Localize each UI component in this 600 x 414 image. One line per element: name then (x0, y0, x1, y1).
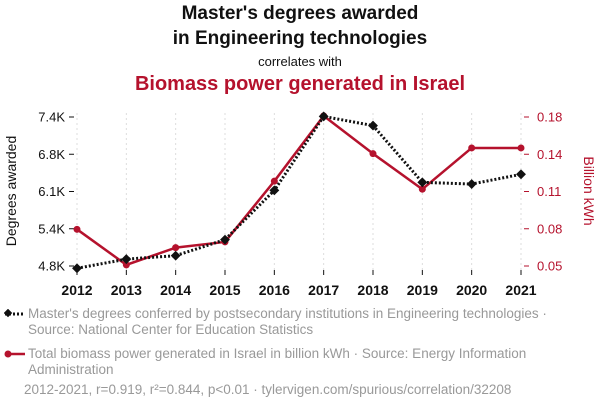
y-left-tick-label: 4.8K (38, 259, 65, 274)
x-tick-label: 2014 (160, 282, 191, 298)
y-right-tick-label: 0.08 (537, 221, 562, 236)
legend-key-dotted-diamond (4, 309, 25, 318)
series-2-point (73, 225, 81, 233)
legend-item-series-2: Total biomass power generated in Israel … (4, 346, 594, 378)
legend-text-series-1: Master's degrees conferred by postsecond… (28, 306, 547, 337)
series-2-point (122, 261, 130, 269)
series-1-point (220, 234, 230, 245)
series-1-point (170, 250, 181, 261)
series-2-point (468, 144, 476, 152)
chart-title-line-1: Master's degrees awarded (181, 3, 419, 24)
y-axis-right-label: Billion kWh (581, 156, 597, 225)
series-2-line (76, 114, 521, 267)
legend-diamond-marker (4, 309, 13, 318)
chart-title-second-series: Biomass power generated in Israel (134, 73, 466, 95)
grid-lines (76, 113, 522, 270)
series-layer (72, 111, 526, 274)
series-2-point (172, 244, 180, 252)
y-right-tick-label: 0.05 (537, 259, 562, 274)
legend-item-series-1: Master's degrees conferred by postsecond… (4, 306, 594, 338)
series-2-point (369, 150, 377, 158)
chart-title-line-2: in Engineering technologies (172, 28, 428, 49)
y-axis-right: 0.05 0.08 0.11 0.14 0.18 (524, 110, 562, 274)
series-1-point (516, 169, 526, 180)
y-left-tick-label: 6.8K (38, 147, 65, 162)
legend-text-series-2: Total biomass power generated in Israel … (28, 346, 527, 377)
x-tick-label: 2012 (61, 282, 92, 298)
chart-title-block: Master's degrees awarded in Engineering … (0, 0, 600, 96)
y-axis-left: 4.8K 5.4K 6.1K 6.8K 7.4K (38, 110, 74, 274)
y-left-tick-label: 5.4K (38, 221, 65, 236)
y-right-tick-label: 0.11 (537, 184, 561, 199)
series-2-point (517, 144, 525, 152)
series-2-point (418, 185, 426, 193)
series-1-line (76, 114, 522, 270)
x-tick-label: 2019 (407, 282, 438, 298)
x-tick-label: 2021 (505, 282, 536, 298)
x-axis: 2012 2013 2014 2015 2016 2017 2018 2019 2020 2021 (61, 270, 537, 298)
series-1-point (466, 179, 477, 189)
x-tick-label: 2013 (111, 282, 142, 298)
y-axis-left-label: Degrees awarded (3, 136, 19, 247)
line-chart: 4.8K 5.4K 6.1K 6.8K 7.4K 0.05 0.08 0.11 0.14 0.1… (3, 110, 597, 299)
x-tick-label: 2015 (209, 282, 240, 298)
series-1-point (269, 185, 280, 196)
x-tick-label: 2017 (308, 282, 339, 298)
legend-circle-marker (4, 350, 12, 358)
x-tick-label: 2018 (357, 282, 388, 298)
series-1-point (72, 263, 82, 274)
chart-title-connector: correlates with (258, 54, 342, 69)
y-right-tick-label: 0.18 (537, 110, 562, 125)
x-tick-label: 2020 (456, 282, 487, 298)
y-left-tick-label: 6.1K (38, 184, 65, 199)
legend: Master's degrees conferred by postsecond… (4, 306, 594, 378)
legend-key-solid-circle (4, 350, 25, 358)
series-2-point (270, 177, 278, 185)
chart-footer: 2012-2021, r=0.919, r²=0.844, p<0.01 · t… (24, 382, 512, 397)
y-left-tick-label: 7.4K (38, 110, 65, 125)
x-tick-label: 2016 (259, 282, 290, 298)
series-1-point (417, 177, 428, 188)
y-right-tick-label: 0.14 (537, 147, 562, 162)
